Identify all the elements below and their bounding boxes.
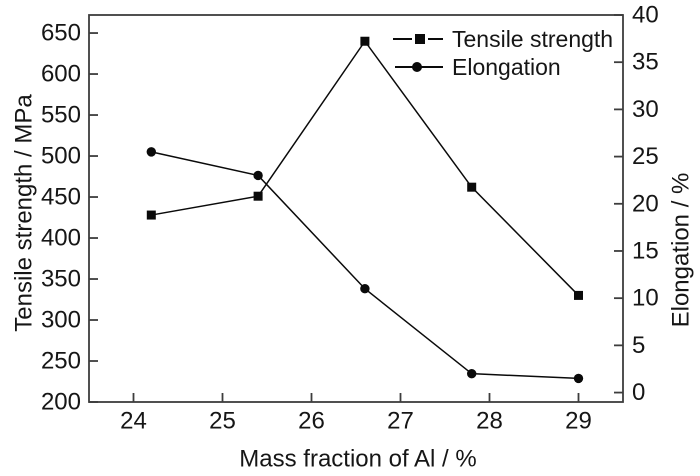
y-left-tick-label: 600 <box>41 61 81 88</box>
x-tick-label: 27 <box>387 408 414 435</box>
elongation-marker <box>573 373 584 384</box>
y-right-tick-label: 5 <box>632 332 645 359</box>
x-tick-label: 29 <box>565 408 592 435</box>
plot-frame <box>88 14 624 403</box>
legend-square-marker-icon <box>415 34 425 44</box>
legend-item-tensile-strength: Tensile strength <box>393 26 613 52</box>
y-left-tick-label: 300 <box>41 307 81 334</box>
y-right-tick-label: 30 <box>632 96 659 123</box>
x-tick-label: 24 <box>120 408 147 435</box>
x-tick-label: 25 <box>209 408 236 435</box>
y-left-tick-label: 450 <box>41 184 81 211</box>
tensile-strength-marker <box>146 210 156 220</box>
y-left-tick-label: 550 <box>41 102 81 129</box>
x-tick-label: 28 <box>476 408 503 435</box>
legend-circle-marker-icon <box>412 62 422 72</box>
elongation-marker <box>253 170 263 181</box>
y-left-tick-label: 650 <box>41 20 81 47</box>
y-left-tick-label: 250 <box>41 348 81 375</box>
y-right-tick-label: 10 <box>632 285 659 312</box>
x-tick-label: 26 <box>298 408 325 435</box>
y-left-tick-label: 200 <box>41 389 81 416</box>
y-right-tick-label: 25 <box>632 143 659 170</box>
tensile-strength-marker <box>360 36 370 46</box>
y-left-tick-label: 500 <box>41 143 81 170</box>
elongation-marker <box>467 368 477 379</box>
elongation-line <box>151 151 579 380</box>
y-right-tick-label: 20 <box>632 190 659 217</box>
y-right-tick-label: 35 <box>632 49 659 76</box>
y-right-tick-label: 40 <box>632 2 659 29</box>
y-left-axis-title: Tensile strength / MPa <box>11 94 38 332</box>
legend-label-elongation: Elongation <box>452 54 561 80</box>
y-left-tick-label: 350 <box>41 266 81 293</box>
legend-item-elongation: Elongation <box>395 54 561 80</box>
y-left-tick-label: 400 <box>41 225 81 252</box>
tensile-strength-marker <box>574 290 583 300</box>
elongation-marker <box>360 284 370 294</box>
y-right-axis-title: Elongation / % <box>668 173 695 328</box>
tensile-strength-marker <box>253 191 263 201</box>
y-right-tick-label: 15 <box>632 237 659 264</box>
y-right-tick-label: 0 <box>632 379 645 406</box>
legend-label-tensile-strength: Tensile strength <box>452 26 613 52</box>
tensile-strength-marker <box>467 182 477 192</box>
x-axis-title: Mass fraction of Al / % <box>239 446 476 473</box>
elongation-marker <box>146 147 156 157</box>
